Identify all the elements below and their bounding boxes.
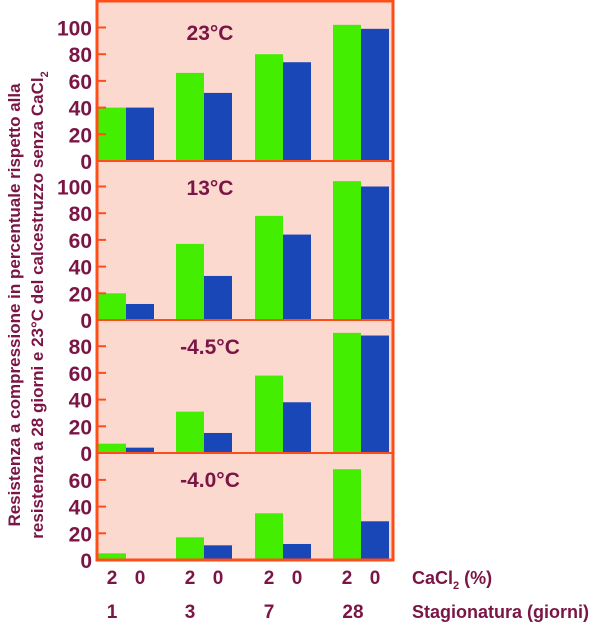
cacl2-label-text: CaCl [412,568,453,588]
plot-frame [95,0,395,562]
panel-title: 13°C [187,177,234,200]
y-tick-label: 0 [80,550,92,573]
bar-13°C-1d-cacl2-0 [126,303,154,320]
y-axis-label-line1: Resistenza a compressione in percentuale… [5,83,24,527]
bar-13°C-1d-cacl2-2 [98,293,126,320]
bar-13°C-3d-cacl2-0 [204,275,232,320]
cacl2-tick-label: 2 [185,568,196,589]
bar-23°C-28d-cacl2-2 [333,24,361,161]
bar--4.5°C-1d-cacl2-2 [98,443,126,453]
bar-23°C-3d-cacl2-2 [176,72,204,161]
y-tick-label: 100 [57,18,92,41]
panel-1: 0 20 40 60 80 100 13°C [57,177,392,333]
bar--4.5°C-28d-cacl2-0 [361,335,389,453]
bar-23°C-28d-cacl2-0 [361,28,389,162]
cacl2-tick-label: 2 [342,568,353,589]
x-axis-labels: 2 012 032 072 028 [107,568,381,623]
cacl2-tick-label: 0 [213,568,224,589]
bar-23°C-3d-cacl2-0 [204,92,232,161]
cacl2-tick-label: 0 [135,568,146,589]
bar--4.0°C-28d-cacl2-0 [361,521,389,560]
y-axis-label-subscript: 2 [39,71,51,77]
cacl2-label-unit: (%) [459,568,492,588]
y-tick-label: 40 [69,390,92,413]
bar-13°C-7d-cacl2-0 [283,234,311,320]
panels: 0 20 40 60 80 100 23°C 0 20 40 60 80 100 13°C 0 20 40 60 8… [57,0,395,573]
bar-23°C-7d-cacl2-0 [283,62,311,161]
bar--4.5°C-1d-cacl2-0 [126,447,154,453]
bar--4.0°C-7d-cacl2-0 [283,543,311,560]
y-tick-label: 80 [69,44,92,67]
panel-title: -4.0°C [180,469,240,492]
bar-23°C-7d-cacl2-2 [255,54,283,162]
y-tick-label: 0 [80,443,92,466]
y-tick-label: 60 [69,71,92,94]
bar-13°C-28d-cacl2-2 [333,181,361,320]
curing-axis-label: Stagionatura (giorni) [412,602,589,622]
y-tick-label: 60 [69,363,92,386]
bar--4.5°C-7d-cacl2-2 [255,375,283,453]
y-tick-label: 60 [69,230,92,253]
y-tick-label: 20 [69,283,92,306]
curing-day-label: 28 [342,602,363,623]
y-tick-label: 0 [80,310,92,333]
y-tick-label: 20 [69,523,92,546]
y-tick-label: 40 [69,497,92,520]
cacl2-tick-label: 2 [264,568,275,589]
bar-23°C-1d-cacl2-0 [126,107,154,161]
y-tick-label: 80 [69,203,92,226]
panel-3: 0 20 40 60 -4.0°C [69,469,392,573]
y-tick-label: 20 [69,124,92,147]
y-axis-label-line2: resistenza a 28 giorni e 23°C del calces… [28,71,51,538]
y-tick-label: 20 [69,416,92,439]
bar--4.5°C-3d-cacl2-2 [176,411,204,453]
cacl2-label-subscript: 2 [453,580,459,592]
y-tick-label: 0 [80,151,92,174]
bar--4.5°C-7d-cacl2-0 [283,402,311,453]
panel-0: 0 20 40 60 80 100 23°C [57,18,392,174]
y-tick-label: 100 [57,177,92,200]
curing-day-label: 1 [107,602,118,623]
y-axis-label: Resistenza a compressione in percentuale… [5,71,51,538]
bar--4.0°C-28d-cacl2-2 [333,469,361,560]
y-axis-label-line2-text: resistenza a 28 giorni e 23°C del calces… [28,77,47,538]
cacl2-tick-label: 0 [292,568,303,589]
curing-day-label: 7 [264,602,275,623]
cacl2-tick-label: 2 [107,568,118,589]
bar--4.0°C-3d-cacl2-2 [176,537,204,560]
cacl2-axis-label: CaCl2 (%) [412,568,492,592]
cacl2-tick-label: 0 [370,568,381,589]
panel-title: -4.5°C [180,336,240,359]
y-tick-label: 80 [69,336,92,359]
bar-13°C-3d-cacl2-2 [176,243,204,320]
bar--4.5°C-3d-cacl2-0 [204,432,232,453]
y-tick-label: 40 [69,98,92,121]
panel-2: 0 20 40 60 80 -4.5°C [69,332,392,466]
panel-title: 23°C [187,22,234,45]
bar-13°C-28d-cacl2-0 [361,186,389,320]
bar--4.5°C-28d-cacl2-2 [333,332,361,453]
curing-day-label: 3 [185,602,196,623]
bar--4.0°C-3d-cacl2-0 [204,545,232,560]
bar--4.0°C-7d-cacl2-2 [255,513,283,560]
bar-13°C-7d-cacl2-2 [255,215,283,320]
y-tick-label: 40 [69,257,92,280]
bar--4.0°C-1d-cacl2-2 [98,553,126,560]
y-tick-label: 60 [69,470,92,493]
